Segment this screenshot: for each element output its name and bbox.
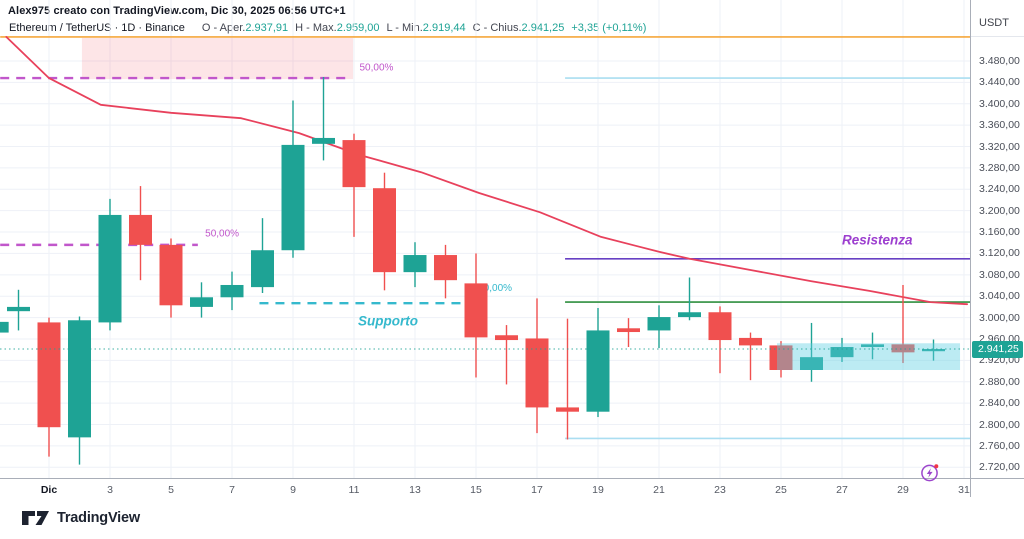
candle-body — [129, 214, 152, 245]
price-axis-label: 3.040,00 — [979, 290, 1020, 303]
legend-ohlc-label-1: H - Max. — [295, 22, 337, 34]
candle-body — [312, 137, 335, 144]
candle-body — [647, 317, 671, 331]
candle-body — [861, 344, 884, 348]
candle-body — [769, 345, 793, 370]
candle-body — [403, 255, 427, 273]
price-axis-label: 2.800,00 — [979, 418, 1020, 431]
time-axis-border — [0, 478, 1024, 479]
legend-ohlc-value-2: 2.919,44 — [422, 22, 466, 34]
legend-ohlc-value-1: 2.959,00 — [336, 22, 380, 34]
candle-body — [556, 407, 579, 412]
time-axis-label: 25 — [775, 484, 787, 496]
candle-body — [342, 140, 366, 188]
time-axis-label: 5 — [168, 484, 174, 496]
candle-body — [678, 312, 701, 318]
tradingview-logo[interactable]: TradingView — [22, 510, 140, 526]
price-axis-label: 2.880,00 — [979, 375, 1020, 388]
candle-body — [7, 306, 30, 312]
time-axis-label: 29 — [897, 484, 909, 496]
legend-change: +3,35 (+0,11%) — [571, 22, 647, 34]
candle-body — [373, 188, 396, 273]
candle-body — [0, 321, 9, 333]
price-axis-label: 2.840,00 — [979, 397, 1020, 410]
candle-body — [251, 250, 274, 288]
demand-zone-cyan — [777, 343, 961, 370]
candle-body — [434, 255, 457, 281]
symbol-title[interactable]: Ethereum / TetherUS · 1D · Binance — [9, 22, 185, 34]
moving-average-line — [5, 36, 968, 306]
candle-body — [281, 144, 305, 251]
price-axis-label: 3.400,00 — [979, 97, 1020, 110]
price-axis-label: 3.280,00 — [979, 161, 1020, 174]
price-scale[interactable]: USDT 3.480,00 3.440,00 3.400,00 3.360,00 3.3… — [971, 0, 1024, 478]
legend-ohlc-value-3: 2.941,25 — [521, 22, 565, 34]
candle-body — [830, 347, 854, 358]
fib-50-mid-label: 50,00% — [205, 228, 239, 239]
candle-body — [37, 322, 61, 428]
candle-body — [159, 244, 183, 306]
price-axis-unit: USDT — [979, 17, 1009, 29]
price-axis-label: 3.080,00 — [979, 268, 1020, 281]
time-axis-label: 9 — [290, 484, 296, 496]
candle-body — [495, 335, 518, 341]
legend-ohlc-label-0: O - Aper. — [201, 22, 246, 34]
time-axis-label: 21 — [653, 484, 665, 496]
fib-50-upper-label: 50,00% — [359, 63, 393, 74]
candle-body — [464, 283, 488, 338]
current-price-badge: 2.941,25 — [972, 340, 1023, 358]
candle-body — [586, 330, 610, 412]
candle-body — [98, 214, 122, 323]
time-axis-label: 13 — [409, 484, 421, 496]
price-axis-divider — [971, 36, 1024, 37]
legend-ohlc-value-0: 2.937,91 — [245, 22, 289, 34]
tradingview-logo-text: TradingView — [57, 510, 140, 526]
chart-legend: Ethereum / TetherUS · 1D · Binance O - Ap… — [9, 22, 646, 34]
time-axis-label: 19 — [592, 484, 604, 496]
legend-ohlc-label-3: C - Chius. — [472, 22, 522, 34]
price-axis-label: 3.200,00 — [979, 204, 1020, 217]
price-axis-border — [970, 0, 971, 497]
candle-body — [190, 297, 213, 307]
candle-body — [220, 284, 244, 298]
time-axis-label: 7 — [229, 484, 235, 496]
resistenza-label: Resistenza — [842, 232, 913, 247]
time-axis-label: 3 — [107, 484, 113, 496]
attribution-text: Alex975 creato con TradingView.com, Dic … — [8, 5, 346, 17]
price-axis-label: 3.320,00 — [979, 140, 1020, 153]
tradingview-logo-icon — [22, 510, 49, 525]
price-axis-label: 3.360,00 — [979, 119, 1020, 132]
time-scale[interactable]: Dic 3 5 7 9 11 13 15 17 19 21 23 25 27 29 31 — [0, 479, 970, 500]
time-axis-label: 17 — [531, 484, 543, 496]
price-axis-label: 2.760,00 — [979, 439, 1020, 452]
time-axis-label: 15 — [470, 484, 482, 496]
candle-body — [68, 320, 91, 438]
time-axis-label: Dic — [40, 484, 58, 496]
price-axis-label: 3.160,00 — [979, 226, 1020, 239]
time-axis-label: 31 — [958, 484, 970, 496]
chart-canvas[interactable]: 50,00% 50,00% 50,00% Resistenza Supporto — [0, 0, 970, 478]
price-axis-label: 3.480,00 — [979, 54, 1020, 67]
candle-body — [525, 338, 549, 408]
candle-body — [891, 344, 915, 353]
price-axis-label: 2.720,00 — [979, 461, 1020, 474]
supporto-label: Supporto — [358, 314, 418, 329]
time-axis-label: 23 — [714, 484, 726, 496]
candle-body — [922, 349, 945, 352]
price-axis-label: 3.240,00 — [979, 183, 1020, 196]
price-axis-label: 3.440,00 — [979, 76, 1020, 89]
flash-ideas-button[interactable] — [920, 462, 941, 483]
lightning-icon — [921, 464, 939, 482]
candle-body — [708, 312, 732, 341]
candle-body — [739, 337, 762, 346]
supply-zone-pink — [81, 37, 354, 80]
time-axis-label: 11 — [348, 484, 360, 496]
fib-50-lower-label: 50,00% — [478, 283, 512, 294]
time-axis-label: 27 — [836, 484, 848, 496]
price-axis-label: 3.120,00 — [979, 247, 1020, 260]
price-axis-label: 3.000,00 — [979, 311, 1020, 324]
legend-ohlc-label-2: L - Min. — [386, 22, 423, 34]
candle-body — [617, 328, 640, 333]
candle-body — [800, 357, 823, 370]
